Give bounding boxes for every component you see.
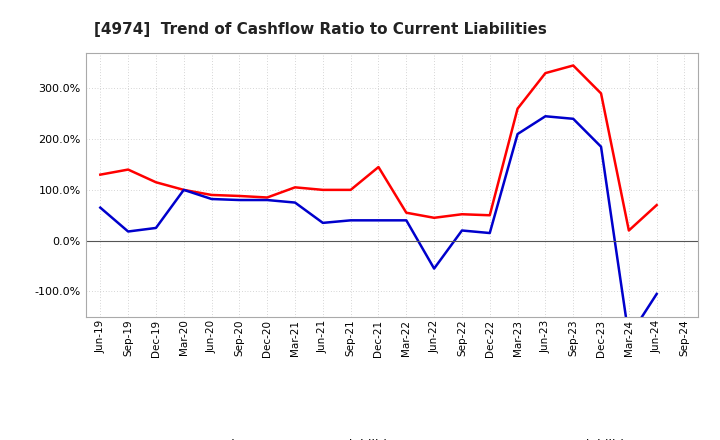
- Operating CF to Current Liabilities: [346, 187, 355, 193]
- Operating CF to Current Liabilities: [569, 63, 577, 68]
- Operating CF to Current Liabilities: [152, 180, 161, 185]
- Free CF to Current Liabilities: [235, 198, 243, 203]
- Free CF to Current Liabilities: [263, 198, 271, 203]
- Free CF to Current Liabilities: [374, 218, 383, 223]
- Operating CF to Current Liabilities: [513, 106, 522, 111]
- Operating CF to Current Liabilities: [374, 165, 383, 170]
- Operating CF to Current Liabilities: [402, 210, 410, 215]
- Operating CF to Current Liabilities: [124, 167, 132, 172]
- Free CF to Current Liabilities: [96, 205, 104, 210]
- Line: Free CF to Current Liabilities: Free CF to Current Liabilities: [100, 116, 657, 337]
- Free CF to Current Liabilities: [179, 187, 188, 193]
- Free CF to Current Liabilities: [513, 132, 522, 137]
- Free CF to Current Liabilities: [346, 218, 355, 223]
- Operating CF to Current Liabilities: [458, 212, 467, 217]
- Text: [4974]  Trend of Cashflow Ratio to Current Liabilities: [4974] Trend of Cashflow Ratio to Curren…: [94, 22, 546, 37]
- Free CF to Current Liabilities: [485, 231, 494, 236]
- Free CF to Current Liabilities: [291, 200, 300, 205]
- Operating CF to Current Liabilities: [96, 172, 104, 177]
- Legend: Operating CF to Current Liabilities, Free CF to Current Liabilities: Operating CF to Current Liabilities, Fre…: [142, 434, 643, 440]
- Free CF to Current Liabilities: [541, 114, 550, 119]
- Free CF to Current Liabilities: [207, 196, 216, 202]
- Operating CF to Current Liabilities: [207, 192, 216, 198]
- Free CF to Current Liabilities: [597, 144, 606, 149]
- Operating CF to Current Liabilities: [291, 185, 300, 190]
- Free CF to Current Liabilities: [624, 334, 633, 340]
- Line: Operating CF to Current Liabilities: Operating CF to Current Liabilities: [100, 66, 657, 231]
- Operating CF to Current Liabilities: [318, 187, 327, 193]
- Operating CF to Current Liabilities: [652, 202, 661, 208]
- Free CF to Current Liabilities: [569, 116, 577, 121]
- Operating CF to Current Liabilities: [485, 213, 494, 218]
- Free CF to Current Liabilities: [318, 220, 327, 226]
- Operating CF to Current Liabilities: [179, 187, 188, 193]
- Free CF to Current Liabilities: [152, 225, 161, 231]
- Free CF to Current Liabilities: [652, 291, 661, 297]
- Operating CF to Current Liabilities: [235, 193, 243, 198]
- Operating CF to Current Liabilities: [263, 195, 271, 200]
- Operating CF to Current Liabilities: [541, 70, 550, 76]
- Free CF to Current Liabilities: [458, 228, 467, 233]
- Operating CF to Current Liabilities: [597, 91, 606, 96]
- Free CF to Current Liabilities: [124, 229, 132, 234]
- Free CF to Current Liabilities: [430, 266, 438, 271]
- Operating CF to Current Liabilities: [624, 228, 633, 233]
- Free CF to Current Liabilities: [402, 218, 410, 223]
- Operating CF to Current Liabilities: [430, 215, 438, 220]
